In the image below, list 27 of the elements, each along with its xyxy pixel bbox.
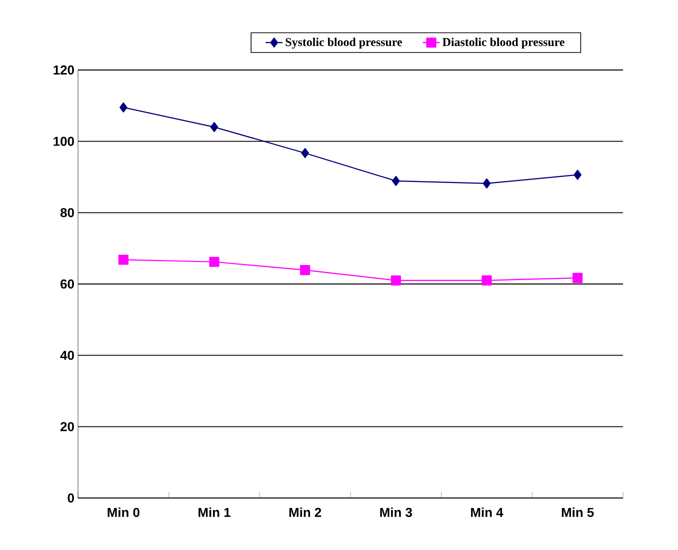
point	[390, 275, 401, 286]
point	[120, 102, 128, 112]
y-tick-label: 0	[68, 493, 74, 503]
point	[572, 272, 583, 283]
y-tick-label: 60	[60, 279, 74, 289]
point	[392, 176, 400, 186]
y-tick-label: 20	[60, 422, 74, 432]
x-tick-label: Min 3	[380, 507, 412, 518]
x-tick-label: Min 2	[289, 507, 322, 517]
y-tick-label: 80	[60, 208, 74, 218]
point	[210, 122, 218, 132]
legend-label: Diastolic blood pressure	[442, 38, 564, 49]
y-tick-label: 100	[54, 136, 74, 146]
point	[301, 148, 309, 158]
x-tick-label: Min 1	[198, 507, 230, 517]
point	[482, 178, 491, 188]
x-tick-label: Min 5	[562, 507, 594, 518]
y-tick-label: 40	[60, 350, 74, 360]
point	[574, 170, 582, 180]
point	[209, 256, 220, 267]
point	[118, 254, 128, 265]
x-tick-label: Min 4	[471, 507, 504, 517]
point	[482, 275, 492, 286]
x-tick-label: Min 0	[108, 507, 140, 518]
point	[300, 265, 310, 276]
y-tick-label: 120	[54, 65, 74, 75]
legend-label: Systolic blood pressure	[286, 38, 402, 49]
